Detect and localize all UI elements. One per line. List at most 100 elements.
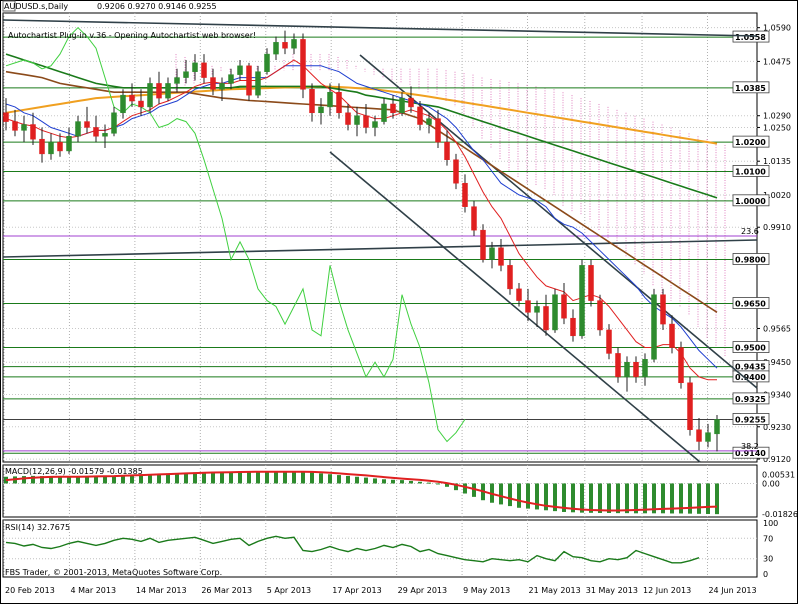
macd-tick-label: 0.00531 bbox=[762, 471, 795, 480]
trend-line bbox=[329, 151, 701, 463]
macd-bar bbox=[580, 483, 584, 513]
candle-body bbox=[111, 112, 117, 134]
macd-bar bbox=[292, 471, 296, 484]
x-tick-label: 26 Mar 2013 bbox=[201, 586, 252, 595]
level-label: 1.0000 bbox=[735, 197, 766, 206]
macd-bar bbox=[94, 476, 98, 484]
candle-body bbox=[507, 265, 513, 290]
y-tick-label: 0.9565 bbox=[763, 324, 791, 333]
candle-body bbox=[102, 133, 108, 137]
candle-body bbox=[291, 39, 297, 49]
macd-bar bbox=[679, 483, 683, 514]
chikou-line bbox=[5, 27, 466, 443]
candle-body bbox=[174, 77, 180, 84]
candle-body bbox=[381, 103, 387, 122]
candle-body bbox=[30, 124, 36, 140]
x-tick-label: 14 Mar 2013 bbox=[136, 586, 187, 595]
macd-bar bbox=[598, 483, 602, 513]
candle-body bbox=[696, 429, 702, 442]
candle-body bbox=[453, 159, 459, 184]
candle-body bbox=[624, 361, 630, 378]
candle-body bbox=[687, 382, 693, 430]
candle-body bbox=[435, 118, 441, 143]
candle-body bbox=[3, 112, 9, 122]
candle-body bbox=[282, 42, 288, 49]
candle-body bbox=[579, 265, 585, 337]
y-tick-label: 1.0250 bbox=[763, 123, 791, 132]
macd-bar bbox=[652, 483, 656, 514]
macd-bar bbox=[130, 474, 134, 484]
macd-bar bbox=[40, 476, 44, 484]
candle-body bbox=[480, 229, 486, 260]
x-tick-label: 4 Mar 2013 bbox=[70, 586, 116, 595]
macd-signal-line bbox=[5, 470, 718, 512]
candle-body bbox=[561, 294, 567, 319]
candle-body bbox=[651, 294, 657, 360]
macd-bar bbox=[346, 475, 350, 484]
level-label-box bbox=[732, 370, 770, 383]
candle-body bbox=[570, 317, 576, 337]
macd-bar bbox=[391, 479, 395, 484]
candle-body bbox=[660, 294, 666, 325]
macd-bar bbox=[715, 483, 719, 515]
level-label-box bbox=[732, 135, 770, 148]
macd-bar bbox=[382, 479, 386, 484]
macd-bar bbox=[49, 476, 53, 484]
rsi-tick-label: 0 bbox=[763, 570, 768, 579]
level-label-box bbox=[732, 194, 770, 207]
candle-body bbox=[246, 65, 252, 96]
ohlc-readout: 0.9206 0.9270 0.9146 0.9255 bbox=[97, 2, 217, 11]
macd-bar bbox=[670, 483, 674, 514]
candle-body bbox=[597, 300, 603, 331]
candle-body bbox=[471, 206, 477, 231]
macd-bar bbox=[454, 483, 458, 491]
level-label: 1.0100 bbox=[735, 167, 766, 176]
candle-body bbox=[57, 141, 63, 152]
macd-bar bbox=[265, 471, 269, 484]
candle-body bbox=[714, 419, 720, 435]
level-label: 0.9325 bbox=[735, 395, 766, 404]
level-label-box bbox=[732, 446, 770, 459]
macd-bar bbox=[76, 476, 80, 484]
y-tick-label: 1.0135 bbox=[763, 157, 791, 166]
macd-bar bbox=[157, 473, 161, 484]
trend-line bbox=[359, 54, 758, 389]
candle-body bbox=[192, 62, 198, 72]
macd-bar bbox=[193, 472, 197, 484]
candle-body bbox=[12, 121, 18, 131]
blue-ma-line bbox=[5, 65, 718, 369]
macd-bar bbox=[688, 483, 692, 514]
symbol-dropdown-icon[interactable] bbox=[2, 0, 16, 12]
candle-body bbox=[228, 74, 234, 84]
macd-bar bbox=[22, 476, 26, 484]
candle-body bbox=[21, 124, 27, 131]
macd-bar bbox=[148, 474, 152, 484]
candle-body bbox=[399, 97, 405, 114]
candle-body bbox=[120, 94, 126, 114]
macd-bar bbox=[409, 480, 413, 484]
level-label: 1.0385 bbox=[735, 84, 766, 93]
macd-bar bbox=[301, 471, 305, 484]
candle-body bbox=[156, 83, 162, 99]
level-label-box bbox=[732, 392, 770, 405]
macd-bar bbox=[175, 473, 179, 484]
macd-bar bbox=[607, 483, 611, 513]
macd-bar bbox=[121, 475, 125, 484]
level-label: 1.0200 bbox=[735, 138, 766, 147]
level-label: 0.9500 bbox=[735, 344, 766, 353]
macd-bar bbox=[373, 478, 377, 484]
macd-bar bbox=[274, 471, 278, 484]
candle-body bbox=[237, 65, 243, 75]
candle-body bbox=[390, 103, 396, 114]
macd-bar bbox=[553, 483, 557, 512]
candle-body bbox=[219, 83, 225, 90]
candle-body bbox=[165, 83, 171, 99]
macd-tick-label: 0.00 bbox=[762, 479, 780, 488]
y-tick-label: 1.0475 bbox=[763, 57, 791, 66]
candle-body bbox=[633, 361, 639, 378]
macd-bar bbox=[472, 483, 476, 497]
candle-body bbox=[255, 71, 261, 96]
macd-bar bbox=[211, 471, 215, 484]
